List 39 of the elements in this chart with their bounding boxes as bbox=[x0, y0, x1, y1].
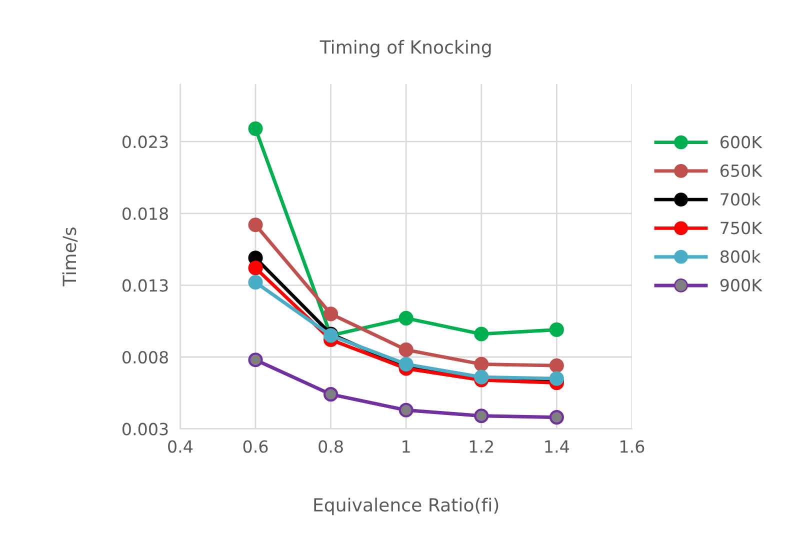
legend-label: 650K bbox=[720, 164, 762, 178]
legend-label: 750K bbox=[720, 222, 762, 234]
legend-label: 900K bbox=[720, 278, 762, 292]
point bbox=[248, 352, 263, 368]
point bbox=[248, 121, 263, 136]
legend-label: 600K bbox=[720, 136, 762, 148]
point bbox=[474, 356, 489, 372]
x-tick-label: 0.6 bbox=[243, 440, 268, 453]
y-axis-title: Time/s bbox=[62, 228, 78, 286]
point bbox=[248, 218, 263, 232]
x-tick-label: 0.4 bbox=[168, 440, 193, 453]
legend-label: 700k bbox=[720, 192, 761, 206]
point bbox=[248, 260, 263, 276]
point bbox=[398, 402, 414, 418]
y-tick-label: 0.013 bbox=[122, 279, 168, 292]
point bbox=[324, 306, 338, 322]
point bbox=[474, 408, 489, 424]
point bbox=[398, 310, 414, 326]
point bbox=[549, 322, 564, 338]
point bbox=[549, 358, 564, 373]
point bbox=[398, 356, 414, 372]
x-tick-label: 1.2 bbox=[470, 440, 493, 453]
point bbox=[324, 387, 338, 402]
y-tick-label: 0.003 bbox=[122, 422, 168, 436]
legend-label: 800k bbox=[720, 250, 761, 263]
x-tick-label: 1.4 bbox=[545, 440, 569, 453]
x-tick-label: 1 bbox=[402, 440, 410, 453]
chart-title: Timing of Knocking bbox=[320, 40, 491, 58]
x-axis-title: Equivalence Ratio(fi) bbox=[314, 498, 498, 516]
y-tick-label: 0.008 bbox=[122, 350, 168, 364]
point bbox=[248, 275, 263, 290]
point bbox=[398, 342, 414, 358]
point bbox=[549, 371, 564, 386]
point bbox=[474, 326, 489, 342]
y-tick-label: 0.023 bbox=[122, 136, 168, 148]
x-tick-label: 0.8 bbox=[318, 440, 343, 453]
x-tick-label: 1.6 bbox=[620, 440, 644, 453]
y-tick-label: 0.018 bbox=[122, 207, 168, 220]
point bbox=[549, 410, 564, 425]
